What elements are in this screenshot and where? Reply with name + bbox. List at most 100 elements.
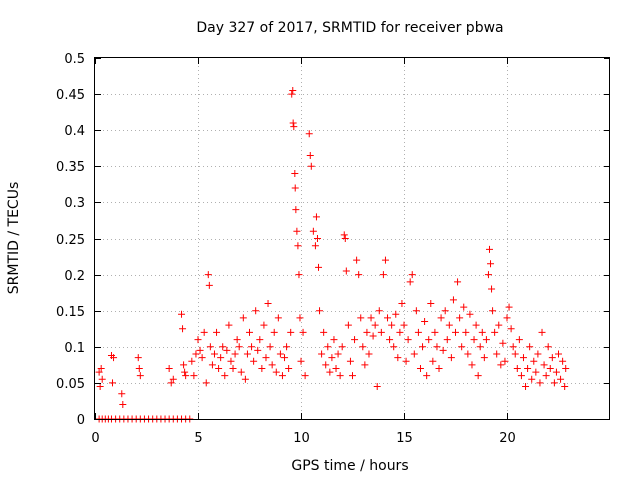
data-point <box>119 401 127 409</box>
data-point <box>290 123 298 131</box>
data-point <box>194 336 202 344</box>
data-point <box>315 263 323 271</box>
data-point <box>524 364 532 372</box>
data-point <box>246 328 253 336</box>
data-point <box>291 184 299 192</box>
data-point <box>260 321 268 329</box>
data-point <box>546 364 554 372</box>
grid <box>95 58 610 419</box>
data-point <box>361 361 369 369</box>
data-point <box>292 206 300 214</box>
data-point <box>484 271 492 279</box>
data-point <box>530 357 538 365</box>
data-point <box>373 383 381 391</box>
data-point <box>419 343 427 351</box>
data-point <box>283 343 291 351</box>
data-point <box>351 336 359 344</box>
data-point <box>229 364 237 372</box>
data-point <box>241 375 249 383</box>
data-point <box>517 372 525 380</box>
data-point <box>410 350 418 358</box>
data-point <box>532 368 540 376</box>
data-point <box>210 350 218 358</box>
data-point <box>513 364 521 372</box>
data-point <box>557 375 565 383</box>
data-point <box>312 213 320 221</box>
y-tick-label: 0.4 <box>64 124 85 139</box>
data-point <box>134 354 142 362</box>
data-point <box>456 314 464 322</box>
data-point <box>291 170 299 178</box>
data-point <box>540 361 548 369</box>
data-point <box>206 343 214 351</box>
data-point <box>299 328 307 336</box>
data-point <box>341 235 349 242</box>
data-point <box>534 350 542 358</box>
plot-frame <box>94 57 610 420</box>
data-point <box>289 119 297 127</box>
data-point <box>326 368 334 376</box>
data-point <box>363 328 371 336</box>
x-tick-label: 5 <box>194 431 202 446</box>
data-point <box>431 328 439 336</box>
data-point <box>511 350 519 358</box>
data-point <box>192 350 200 358</box>
data-point <box>408 271 416 279</box>
x-tick-label: 0 <box>91 431 99 446</box>
data-point <box>462 328 470 336</box>
data-point <box>388 321 396 329</box>
data-point <box>470 336 478 344</box>
data-point <box>449 296 457 304</box>
y-tick-labels: 0 0.05 0.1 0.15 0.2 0.25 0.3 0.35 0.4 0.45 0.5 <box>56 52 85 428</box>
data-point <box>252 307 260 315</box>
y-tick-label: 0.15 <box>56 305 85 320</box>
data-point <box>311 242 319 250</box>
data-point <box>359 343 367 351</box>
data-point <box>390 343 398 351</box>
data-point <box>336 372 344 380</box>
data-point <box>322 361 330 369</box>
data-point <box>110 354 118 362</box>
data-point <box>316 307 324 315</box>
data-point <box>384 314 392 322</box>
data-point <box>466 310 474 318</box>
data-point <box>425 336 433 344</box>
data-point <box>200 328 208 336</box>
data-point <box>519 354 527 362</box>
data-point <box>357 314 365 322</box>
data-point <box>544 343 552 351</box>
data-point <box>377 328 385 336</box>
data-point <box>313 235 321 242</box>
data-point <box>561 383 569 391</box>
data-point <box>293 227 301 235</box>
data-point <box>414 328 422 336</box>
data-point <box>278 372 286 380</box>
data-point <box>423 372 431 380</box>
data-point <box>487 260 495 268</box>
data-point <box>416 364 424 372</box>
data-point <box>288 90 296 98</box>
data-point <box>95 368 103 376</box>
data-point <box>188 357 196 365</box>
data-point <box>515 336 523 344</box>
data-point <box>346 357 354 365</box>
data-point <box>474 372 482 380</box>
data-point <box>355 271 363 279</box>
data-point <box>342 267 350 275</box>
data-point <box>526 343 534 351</box>
data-point <box>559 357 567 365</box>
data-point <box>505 303 513 311</box>
y-tick-label: 0.1 <box>64 341 85 356</box>
y-tick-label: 0.25 <box>56 233 85 248</box>
data-point <box>250 357 258 365</box>
data-point <box>491 328 499 336</box>
data-point <box>219 343 227 351</box>
data-point <box>289 86 297 94</box>
data-point <box>294 242 302 250</box>
data-point <box>118 390 126 398</box>
data-point <box>550 379 558 387</box>
data-point <box>536 379 544 387</box>
data-point <box>488 285 496 293</box>
y-tick-label: 0.35 <box>56 160 85 175</box>
